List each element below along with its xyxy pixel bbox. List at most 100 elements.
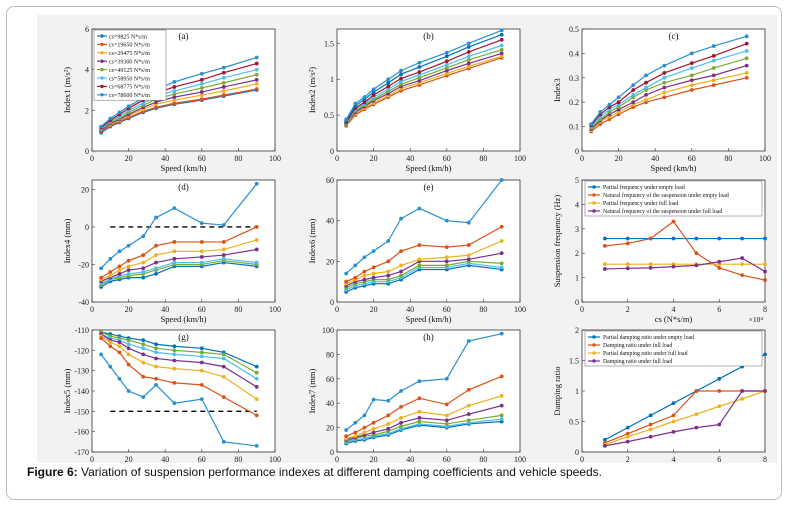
data-point [466, 41, 471, 46]
data-point [117, 340, 122, 345]
panel-title-h: (h) [423, 332, 434, 342]
legend-marker [592, 351, 596, 355]
series-line-d-2 [100, 258, 257, 284]
data-point [154, 100, 158, 105]
data-point [466, 403, 471, 408]
data-point [254, 376, 259, 381]
series-line-c-2 [590, 65, 747, 130]
data-point [362, 255, 367, 260]
legend-marker [100, 42, 104, 47]
data-point [644, 97, 648, 102]
data-point [371, 249, 376, 254]
data-point [399, 424, 403, 429]
legend-entry: cs=9825 N*s/m [109, 34, 147, 40]
series-line-g-0 [101, 331, 257, 368]
panel-c: (c) 0 20 40 60 80 100 0 0.1 0.2 0.3 0.4 0.5 Speed (km… [552, 25, 771, 173]
data-point [221, 439, 226, 444]
data-point [386, 277, 391, 282]
x-tick-label: 0 [90, 455, 94, 463]
series-line-c-0 [590, 77, 747, 132]
legend-entry: Partial damping ratio under empty load [603, 335, 694, 341]
series-line-a-1 [100, 88, 257, 133]
data-point [254, 82, 259, 86]
data-point [126, 389, 131, 393]
data-point [141, 395, 146, 399]
data-point [353, 430, 358, 435]
data-point [199, 360, 204, 365]
data-point [221, 70, 226, 75]
data-point [499, 239, 504, 243]
x-tick-label: 80 [234, 455, 242, 463]
data-point [99, 124, 104, 129]
data-point [344, 117, 349, 122]
data-point [625, 439, 630, 444]
data-point [625, 431, 630, 436]
data-point [199, 354, 204, 359]
data-point [499, 374, 504, 379]
series-line-d-6 [100, 183, 258, 269]
data-point [399, 404, 403, 409]
legend-marker [100, 51, 104, 55]
data-point [444, 59, 449, 64]
data-point [662, 80, 667, 85]
data-point [740, 397, 745, 401]
data-point [371, 275, 376, 280]
legend-entry: Partial frequency under full load [603, 200, 678, 207]
legend-entry: cs=29475 N*s/m [109, 51, 150, 57]
data-point [126, 362, 131, 367]
data-point [399, 76, 403, 81]
data-point [598, 110, 603, 114]
data-point [417, 70, 422, 74]
y-tick-label: 0.5 [569, 25, 579, 34]
data-point [602, 236, 607, 241]
x-tick-label: 0 [335, 154, 339, 163]
data-point [631, 92, 636, 97]
data-point [172, 89, 177, 93]
y-tick-label: 0.2 [569, 98, 579, 107]
data-point [221, 352, 226, 357]
data-point [648, 236, 653, 241]
data-point [399, 68, 403, 73]
plot-area-d [91, 179, 276, 303]
data-point [602, 444, 607, 448]
data-point [689, 61, 694, 66]
y-tick-label: 20 [326, 257, 334, 266]
series-line-d-1 [100, 260, 257, 286]
legend-box-i [584, 330, 763, 367]
data-point [694, 389, 699, 393]
data-point [671, 419, 676, 424]
y-tick-label: -170 [74, 448, 89, 457]
data-point [466, 257, 471, 262]
data-point [466, 61, 471, 66]
x-tick-label: 100 [269, 305, 281, 314]
legend-marker [100, 76, 104, 80]
data-point [744, 71, 749, 75]
data-point [616, 100, 621, 105]
legend-marker [100, 67, 104, 72]
data-point [499, 417, 504, 421]
series-line-a-4 [100, 74, 257, 131]
series-line-e-2 [345, 260, 502, 289]
series-line-h-3 [345, 405, 502, 441]
data-point [689, 83, 694, 88]
x-tick-label: 60 [198, 305, 206, 314]
series-line-e-5 [345, 226, 502, 283]
data-point [631, 100, 636, 105]
data-point [99, 266, 104, 271]
data-point [199, 249, 204, 254]
data-point [466, 243, 471, 247]
y-tick-label: 20 [326, 424, 334, 433]
x-tick-label: 100 [269, 154, 281, 163]
data-point [154, 342, 158, 347]
data-point [371, 397, 376, 402]
legend-marker [592, 209, 596, 213]
legend-marker [592, 343, 596, 347]
y-axis-label-h: Index7 (mm) [307, 369, 317, 414]
data-point [172, 344, 177, 349]
series-line-b-5 [345, 39, 502, 123]
data-point [499, 51, 504, 56]
data-point [694, 251, 699, 256]
panel-title-g: (g) [178, 332, 189, 342]
x-tick-label: 40 [651, 154, 659, 163]
data-point [221, 240, 226, 244]
